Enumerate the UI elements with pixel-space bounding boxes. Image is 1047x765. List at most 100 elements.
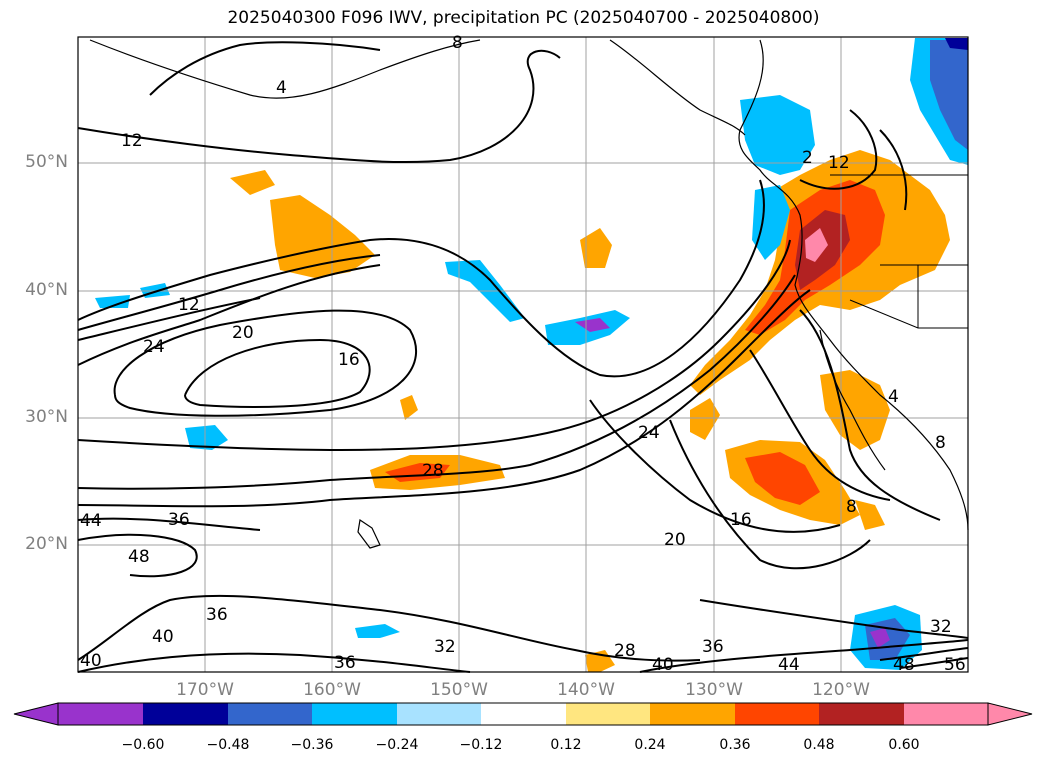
contour-line	[899, 657, 969, 669]
colorbar-cell	[228, 703, 312, 725]
lon-label-150w: 150°W	[430, 680, 488, 700]
contour-line	[77, 179, 765, 378]
contour-label: 12	[828, 153, 850, 173]
contour-label: 4	[276, 78, 287, 98]
colorbar-cell	[735, 703, 819, 725]
contour-line	[799, 109, 878, 190]
contour-label: 40	[152, 627, 174, 647]
colorbar-tick-label: 0.48	[803, 737, 835, 753]
colorbar-cell	[312, 703, 397, 725]
lon-label-130w: 130°W	[685, 680, 743, 700]
colorbar-cell	[904, 703, 988, 725]
contour-label: 40	[80, 651, 102, 671]
colorbar-tick-label: −0.24	[375, 737, 419, 753]
colorbar-cell	[58, 703, 143, 725]
contour-label: 12	[178, 295, 200, 315]
precip-area-small1	[400, 395, 418, 420]
contour-line	[149, 41, 381, 96]
precip-area-mexico	[820, 370, 890, 450]
precip-area-west2	[230, 170, 275, 195]
contour-label: 20	[664, 530, 686, 550]
contour-label: 56	[944, 655, 966, 675]
precip-area-baja-core	[745, 452, 820, 505]
contour-line	[77, 297, 261, 341]
colorbar-cell	[650, 703, 735, 725]
lat-label-50n: 50°N	[25, 152, 68, 172]
colorbar-tick-label: −0.60	[121, 737, 165, 753]
colorbar-tick-label: −0.12	[459, 737, 503, 753]
boundary-lines	[830, 174, 968, 329]
precip-neg-mid-core	[575, 318, 610, 332]
contour-label: 16	[730, 510, 752, 530]
precip-neg-coast	[740, 95, 815, 175]
lon-label-120w: 120°W	[812, 680, 870, 700]
contour-line	[799, 309, 941, 521]
contour-labels: 8 4 12 20 24 16 28 24 16 20 8 4 8 12 44 …	[80, 33, 966, 675]
precip-area-ne	[690, 398, 720, 440]
coastline-aleutians	[89, 39, 481, 99]
contour-line	[184, 338, 371, 408]
hawaii-islands	[357, 518, 381, 549]
contour-line	[77, 652, 471, 673]
coastline-baja	[819, 329, 886, 471]
contour-label: 36	[334, 653, 356, 673]
contour-line	[77, 594, 701, 662]
coastline-alaska	[609, 39, 746, 136]
contour-line	[77, 49, 561, 164]
contour-label: 24	[638, 423, 660, 443]
precip-positive-areas	[230, 150, 950, 672]
coastlines	[89, 39, 969, 549]
contour-line	[77, 274, 796, 490]
contour-label: 44	[80, 511, 102, 531]
contour-line	[77, 254, 381, 331]
precip-area-west	[270, 195, 375, 278]
precip-negative-areas	[95, 38, 968, 670]
contour-label: 24	[143, 337, 165, 357]
contour-label: 20	[232, 323, 254, 343]
precip-neg-ne-core	[930, 40, 968, 150]
coastline-north-america	[738, 39, 969, 531]
colorbar-tick-label: −0.48	[206, 737, 250, 753]
border-line	[849, 299, 968, 329]
colorbar-tick-label: −0.36	[290, 737, 334, 753]
contour-line	[77, 264, 381, 366]
colorbar-cell	[819, 703, 904, 725]
colorbar-extend-high	[987, 702, 1033, 726]
lat-label-20n: 20°N	[25, 534, 68, 554]
graticule	[78, 37, 968, 672]
contour-line	[113, 309, 417, 417]
colorbar-tick-label: 0.60	[888, 737, 920, 753]
map-title: 2025040300 F096 IWV, precipitation PC (2…	[227, 8, 820, 28]
contour-label: 8	[846, 497, 857, 517]
contour-label: 36	[206, 605, 228, 625]
contour-line	[879, 129, 908, 211]
precip-neg-ne-max	[945, 38, 968, 50]
contour-label: 40	[652, 655, 674, 675]
contour-line	[749, 349, 891, 501]
map-frame	[77, 36, 969, 673]
contour-line	[77, 239, 791, 452]
colorbar-tick-label: 0.24	[634, 737, 666, 753]
contour-line	[639, 639, 969, 673]
lat-label-40n: 40°N	[25, 280, 68, 300]
lon-label-140w: 140°W	[557, 680, 615, 700]
contour-label: 48	[128, 547, 150, 567]
lon-label-170w: 170°W	[176, 680, 234, 700]
contour-label: 32	[930, 617, 952, 637]
colorbar-cell	[397, 703, 481, 725]
contour-label: 28	[422, 461, 444, 481]
iwv-contours	[77, 41, 969, 673]
lat-label-30n: 30°N	[25, 407, 68, 427]
contour-line	[669, 419, 871, 570]
contour-line	[77, 517, 261, 531]
contour-label: 28	[614, 641, 636, 661]
colorbar-cell	[143, 703, 228, 725]
colorbar-cell	[566, 703, 650, 725]
precip-area-center	[580, 228, 612, 268]
contour-label: 36	[168, 510, 190, 530]
colorbar-cell	[481, 703, 566, 725]
contour-label: 2	[802, 148, 813, 168]
precip-neg-se-max	[870, 628, 890, 648]
contour-line	[77, 533, 198, 578]
precip-neg-west	[185, 425, 228, 450]
